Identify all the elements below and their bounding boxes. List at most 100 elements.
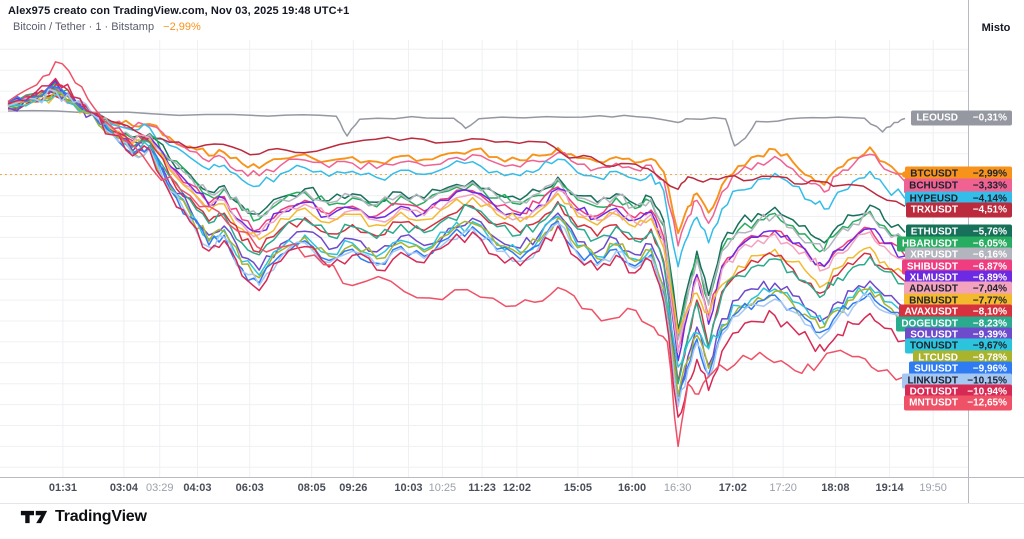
price-label-value: −9,96%: [972, 363, 1007, 375]
legend-change-value: −2,99%: [163, 21, 201, 33]
time-axis-label: 12:02: [502, 482, 531, 494]
price-label-value: −9,78%: [972, 352, 1007, 364]
price-label-LEOUSD[interactable]: LEOUSD −0,31%: [911, 110, 1012, 126]
price-label-TRXUSDT[interactable]: TRXUSDT −4,51%: [905, 202, 1012, 218]
time-axis-label: 03:29: [145, 482, 174, 494]
price-label-symbol: BTCUSDT: [910, 168, 958, 180]
price-label-MNTUSDT[interactable]: MNTUSDT −12,65%: [904, 395, 1012, 411]
price-label-LINKUSDT[interactable]: LINKUSDT −10,15%: [902, 373, 1012, 389]
price-label-DOTUSDT[interactable]: DOTUSDT −10,94%: [904, 384, 1012, 400]
price-label-value: −6,87%: [972, 261, 1007, 273]
time-axis-label: 10:03: [394, 482, 423, 494]
price-label-value: −8,10%: [972, 306, 1007, 318]
series-HBARUSDT: [7, 81, 906, 339]
price-label-value: −9,67%: [972, 340, 1007, 352]
series-BTCUSDT: [7, 92, 906, 235]
time-axis-label: 08:05: [297, 482, 326, 494]
series-ADAUSDT: [7, 89, 906, 354]
series-DOTUSDT: [7, 77, 906, 418]
time-axis-label: 16:30: [663, 482, 692, 494]
price-label-symbol: AVAXUSDT: [904, 306, 958, 318]
series-ETHUSDT: [7, 88, 906, 331]
legend-separator-2: ·: [104, 21, 112, 33]
series-LTCUSD: [7, 90, 906, 397]
price-label-symbol: DOGEUSDT: [901, 318, 958, 330]
chart-bottom-border: [0, 503, 1024, 504]
price-label-value: −4,51%: [972, 204, 1007, 216]
symbol-legend[interactable]: Bitcoin / Tether · 1 · Bitstamp −2,99%: [13, 21, 201, 33]
legend-interval[interactable]: 1: [95, 21, 102, 33]
price-label-HYPEUSD[interactable]: HYPEUSD −4,14%: [904, 191, 1012, 207]
price-label-symbol: XRPUSDT: [910, 249, 958, 261]
price-label-LTCUSD[interactable]: LTCUSD −9,78%: [913, 350, 1012, 366]
price-label-ADAUSDT[interactable]: ADAUSDT −7,04%: [904, 281, 1012, 297]
series-HYPEUSD: [7, 88, 906, 268]
time-axis-label: 17:02: [718, 482, 747, 494]
price-label-symbol: MNTUSDT: [909, 397, 958, 409]
price-label-XRPUSDT[interactable]: XRPUSDT −6,16%: [905, 247, 1012, 263]
price-label-value: −6,05%: [972, 238, 1007, 250]
price-label-value: −10,94%: [967, 386, 1007, 398]
price-label-symbol: LINKUSDT: [907, 375, 958, 387]
price-label-symbol: ADAUSDT: [909, 283, 958, 295]
time-axis-label: 06:03: [235, 482, 264, 494]
price-label-symbol: TONUSDT: [909, 340, 958, 352]
price-label-value: −0,31%: [972, 112, 1007, 124]
time-axis-label: 04:03: [183, 482, 212, 494]
price-label-SOLUSDT[interactable]: SOLUSDT −9,39%: [905, 327, 1012, 343]
price-label-TONUSDT[interactable]: TONUSDT −9,67%: [904, 338, 1012, 354]
price-label-SHIBUSDT[interactable]: SHIBUSDT −6,87%: [901, 259, 1012, 275]
time-axis-label: 18:08: [821, 482, 850, 494]
price-label-value: −2,99%: [972, 168, 1007, 180]
series-SOLUSDT: [7, 90, 906, 397]
series-LEOUSD: [7, 109, 906, 147]
price-label-value: −7,04%: [972, 283, 1007, 295]
price-label-AVAXUSDT[interactable]: AVAXUSDT −8,10%: [899, 304, 1012, 320]
time-axis-label: 19:14: [875, 482, 904, 494]
price-label-value: −6,89%: [972, 272, 1007, 284]
price-label-value: −12,65%: [967, 397, 1007, 409]
price-label-BCHUSDT[interactable]: BCHUSDT −3,33%: [904, 178, 1012, 194]
price-label-DOGEUSDT[interactable]: DOGEUSDT −8,23%: [896, 316, 1012, 332]
price-label-symbol: BNBUSDT: [909, 295, 958, 307]
chart-attribution: Alex975 creato con TradingView.com, Nov …: [8, 5, 350, 17]
price-label-symbol: SHIBUSDT: [906, 261, 958, 273]
series-BNBUSDT: [7, 94, 906, 335]
time-axis-label: 01:31: [48, 482, 77, 494]
price-label-value: −10,15%: [967, 375, 1007, 387]
legend-exchange: Bitstamp: [111, 21, 155, 33]
time-axis-label: 09:26: [339, 482, 368, 494]
chart-canvas[interactable]: [0, 0, 1024, 505]
time-axis-label: 10:25: [428, 482, 457, 494]
price-label-XLMUSDT[interactable]: XLMUSDT −6,89%: [904, 270, 1012, 286]
price-label-symbol: HBARUSDT: [901, 238, 958, 250]
price-label-symbol: LEOUSD: [916, 112, 958, 124]
price-label-HBARUSDT[interactable]: HBARUSDT −6,05%: [896, 236, 1012, 252]
price-label-value: −8,23%: [972, 318, 1007, 330]
tradingview-logo-icon: [20, 510, 48, 524]
price-label-symbol: ETHUSDT: [910, 226, 958, 238]
legend-separator-1: ·: [88, 21, 96, 33]
tradingview-logo[interactable]: TradingView: [20, 508, 147, 526]
time-axis-label: 17:20: [769, 482, 797, 494]
price-label-symbol: TRXUSDT: [910, 204, 958, 216]
price-label-value: −5,76%: [972, 226, 1007, 238]
series-LINKUSDT: [7, 88, 906, 408]
price-label-SUIUSDT[interactable]: SUIUSDT −9,96%: [909, 361, 1012, 377]
price-label-symbol: DOTUSDT: [909, 386, 958, 398]
series-BCHUSDT: [7, 86, 906, 247]
price-label-symbol: HYPEUSD: [909, 193, 958, 205]
brand-name: TradingView: [55, 508, 147, 525]
price-label-value: −3,33%: [972, 180, 1007, 192]
price-label-symbol: XLMUSDT: [909, 272, 958, 284]
time-axis-label: 03:04: [109, 482, 138, 494]
time-axis-label: 16:00: [618, 482, 647, 494]
price-label-ETHUSDT[interactable]: ETHUSDT −5,76%: [905, 224, 1012, 240]
price-label-BNBUSDT[interactable]: BNBUSDT −7,77%: [904, 293, 1012, 309]
price-label-BTCUSDT[interactable]: BTCUSDT −2,99%: [905, 166, 1012, 182]
time-axis-border: [0, 477, 1024, 478]
price-scale-mode-label[interactable]: Misto: [981, 22, 1011, 34]
price-label-symbol: SOLUSDT: [910, 329, 958, 341]
price-label-value: −9,39%: [972, 329, 1007, 341]
legend-symbol-title[interactable]: Bitcoin / Tether: [13, 21, 86, 33]
